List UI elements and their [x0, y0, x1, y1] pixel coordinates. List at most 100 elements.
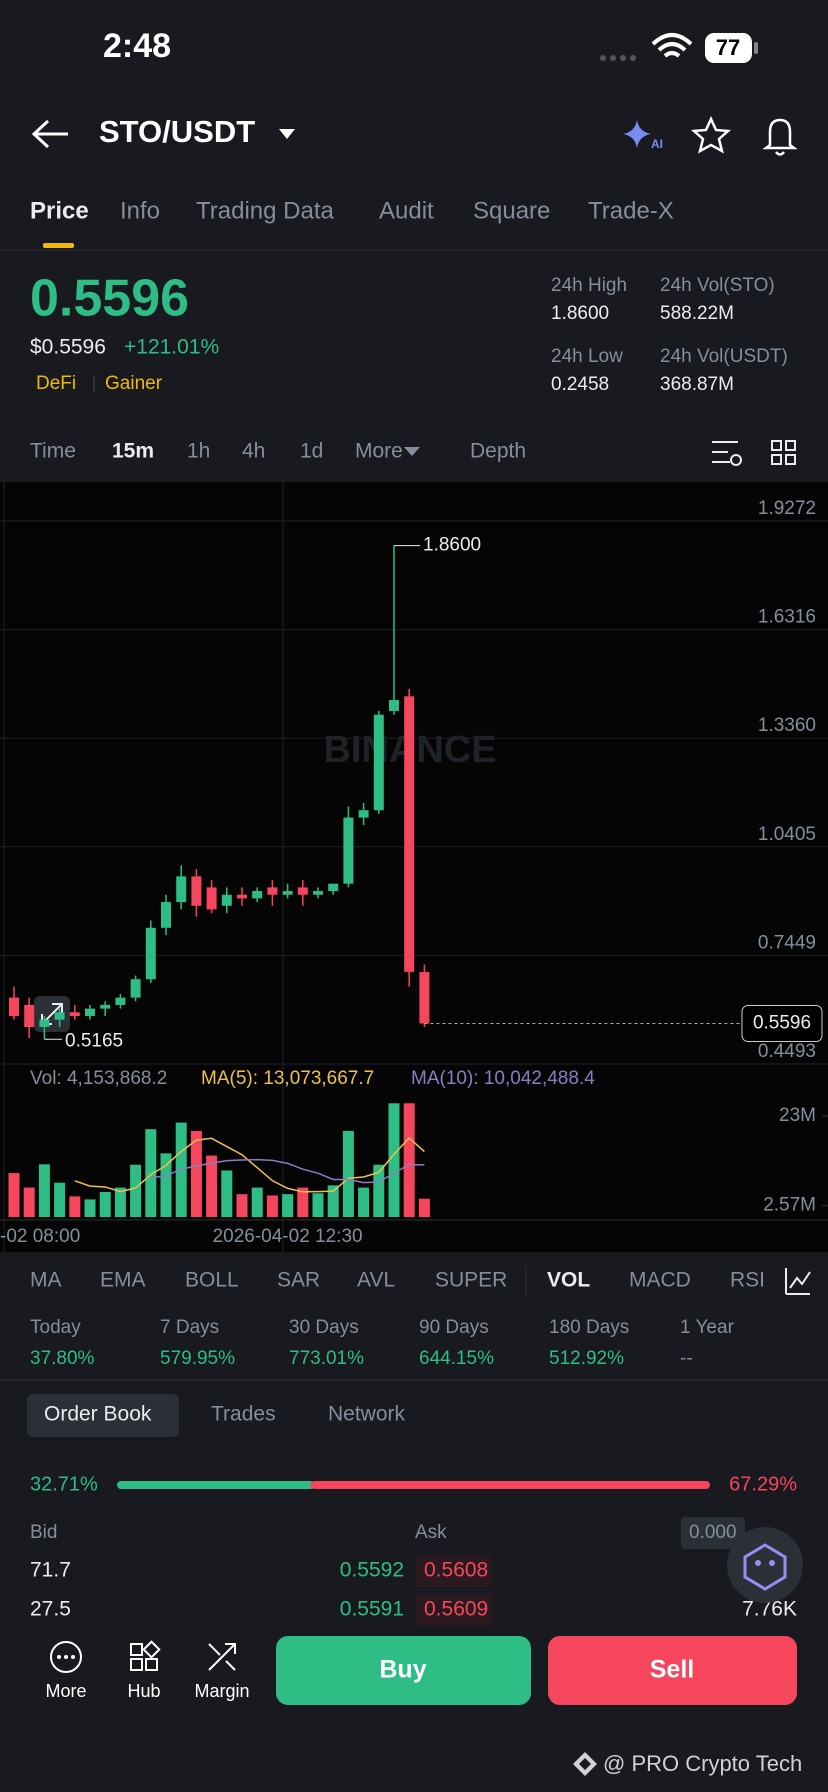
low-label: 0.5165 [65, 1030, 123, 1051]
indicator[interactable]: SUPER [435, 1269, 507, 1292]
volume-bar [114, 1187, 126, 1217]
candle-body [252, 891, 263, 899]
ob-tab[interactable]: Order Book [44, 1403, 152, 1426]
precision-select[interactable] [681, 1517, 745, 1549]
tab[interactable]: Trading Data [196, 197, 335, 224]
sell-button[interactable] [548, 1636, 797, 1705]
ask-price: 0.5608 [424, 1559, 488, 1582]
tab[interactable]: Square [473, 197, 550, 224]
volume-bar [266, 1195, 278, 1217]
high-label: 1.8600 [423, 535, 481, 556]
volume-bar [251, 1187, 263, 1217]
precision: 0.000 [689, 1522, 737, 1543]
tab[interactable]: Trade-X [588, 197, 674, 224]
last-price-label: 0.5596 [753, 1012, 811, 1033]
favorite-button[interactable] [690, 115, 732, 154]
layout-icon[interactable] [771, 440, 796, 465]
y-tick-label: 1.0405 [758, 824, 816, 845]
indicator[interactable]: RSI [730, 1269, 765, 1292]
volume-bar [190, 1130, 202, 1217]
candle-body [237, 894, 247, 899]
perf-label: 90 Days [419, 1317, 489, 1338]
wifi-icon [651, 33, 693, 58]
tab[interactable]: Price [30, 197, 89, 224]
indicator[interactable]: VOL [547, 1269, 590, 1292]
volume-bar [358, 1187, 370, 1217]
indicator-settings-icon[interactable] [785, 1268, 811, 1295]
tag[interactable]: Gainer [105, 373, 163, 394]
buy-label: Buy [379, 1656, 426, 1684]
ask-depth [416, 1594, 492, 1626]
chat-button[interactable] [727, 1527, 803, 1603]
volume-bar [23, 1187, 35, 1217]
interval[interactable]: 1d [300, 440, 323, 463]
indicator[interactable]: MACD [629, 1269, 691, 1292]
perf-value: 644.15% [419, 1348, 494, 1369]
nav-label[interactable]: Hub [127, 1681, 160, 1701]
alert-button[interactable] [762, 118, 798, 156]
volume-bar [69, 1196, 81, 1217]
volume-bar [221, 1170, 233, 1217]
price-change: +121.01% [124, 336, 219, 359]
candle-body [161, 902, 171, 928]
more-dots [57, 1655, 75, 1659]
nav-label[interactable]: More [45, 1681, 86, 1701]
hub-icon[interactable] [130, 1640, 161, 1671]
interval[interactable]: 15m [112, 440, 154, 463]
candle-body [191, 876, 202, 906]
y-tick-label: 2.57M [763, 1195, 816, 1216]
perf-value: -- [680, 1348, 693, 1369]
ob-tab[interactable]: Trades [211, 1403, 276, 1426]
stat-value: 368.87M [660, 374, 734, 395]
tab[interactable]: Audit [379, 197, 434, 224]
bid-qty: 71.7 [30, 1559, 71, 1582]
volume-bar [418, 1198, 430, 1217]
indicator[interactable]: EMA [100, 1269, 146, 1292]
buy-button[interactable] [276, 1636, 531, 1705]
ai-button[interactable] [623, 120, 651, 148]
nav-label[interactable]: Margin [194, 1681, 249, 1701]
interval[interactable]: More [355, 440, 403, 463]
interval[interactable]: 4h [242, 440, 265, 463]
pair-title[interactable]: STO/USDT [99, 114, 255, 149]
interval[interactable]: 1h [187, 440, 210, 463]
perf-label: 7 Days [160, 1317, 219, 1338]
ob-header: Ask [415, 1522, 447, 1543]
candle-body [206, 887, 217, 910]
candle-body [176, 876, 187, 903]
watermark: @ PRO Crypto Tech [603, 1751, 802, 1776]
volume-bar [327, 1185, 339, 1217]
ma-line [150, 1158, 425, 1184]
perf-label: 30 Days [289, 1317, 359, 1338]
volume-bar [54, 1182, 66, 1217]
pair-dropdown[interactable] [279, 129, 295, 139]
y-tick-label: 1.3360 [758, 715, 816, 736]
candle-body [343, 817, 354, 884]
tab-pill [27, 1394, 179, 1437]
candle-body [328, 883, 339, 892]
margin-icon[interactable] [208, 1643, 236, 1671]
ob-tab[interactable]: Network [328, 1403, 406, 1426]
watermark-icon [573, 1752, 597, 1776]
y-tick-label: 23M [779, 1105, 816, 1126]
indicator[interactable]: BOLL [185, 1269, 239, 1292]
chart-settings-icon[interactable] [712, 441, 742, 466]
indicator[interactable]: SAR [277, 1269, 320, 1292]
sell-label: Sell [650, 1656, 694, 1684]
candle-body [69, 1012, 80, 1016]
interval[interactable]: Time [30, 440, 76, 463]
back-button[interactable] [31, 119, 68, 149]
interval[interactable]: Depth [470, 440, 526, 463]
indicator[interactable]: AVL [357, 1269, 395, 1292]
stat-label: 24h High [551, 275, 627, 296]
ma-legend: MA(5): 13,073,667.7 [201, 1068, 374, 1089]
perf-label: Today [30, 1317, 81, 1338]
indicator[interactable]: MA [30, 1269, 62, 1292]
tag[interactable]: DeFi [36, 373, 76, 394]
volume-bar [388, 1103, 400, 1217]
tab[interactable]: Info [120, 197, 160, 224]
ai-badge: AI [651, 137, 663, 151]
volume-bar [373, 1164, 385, 1217]
more-icon[interactable] [50, 1641, 82, 1673]
